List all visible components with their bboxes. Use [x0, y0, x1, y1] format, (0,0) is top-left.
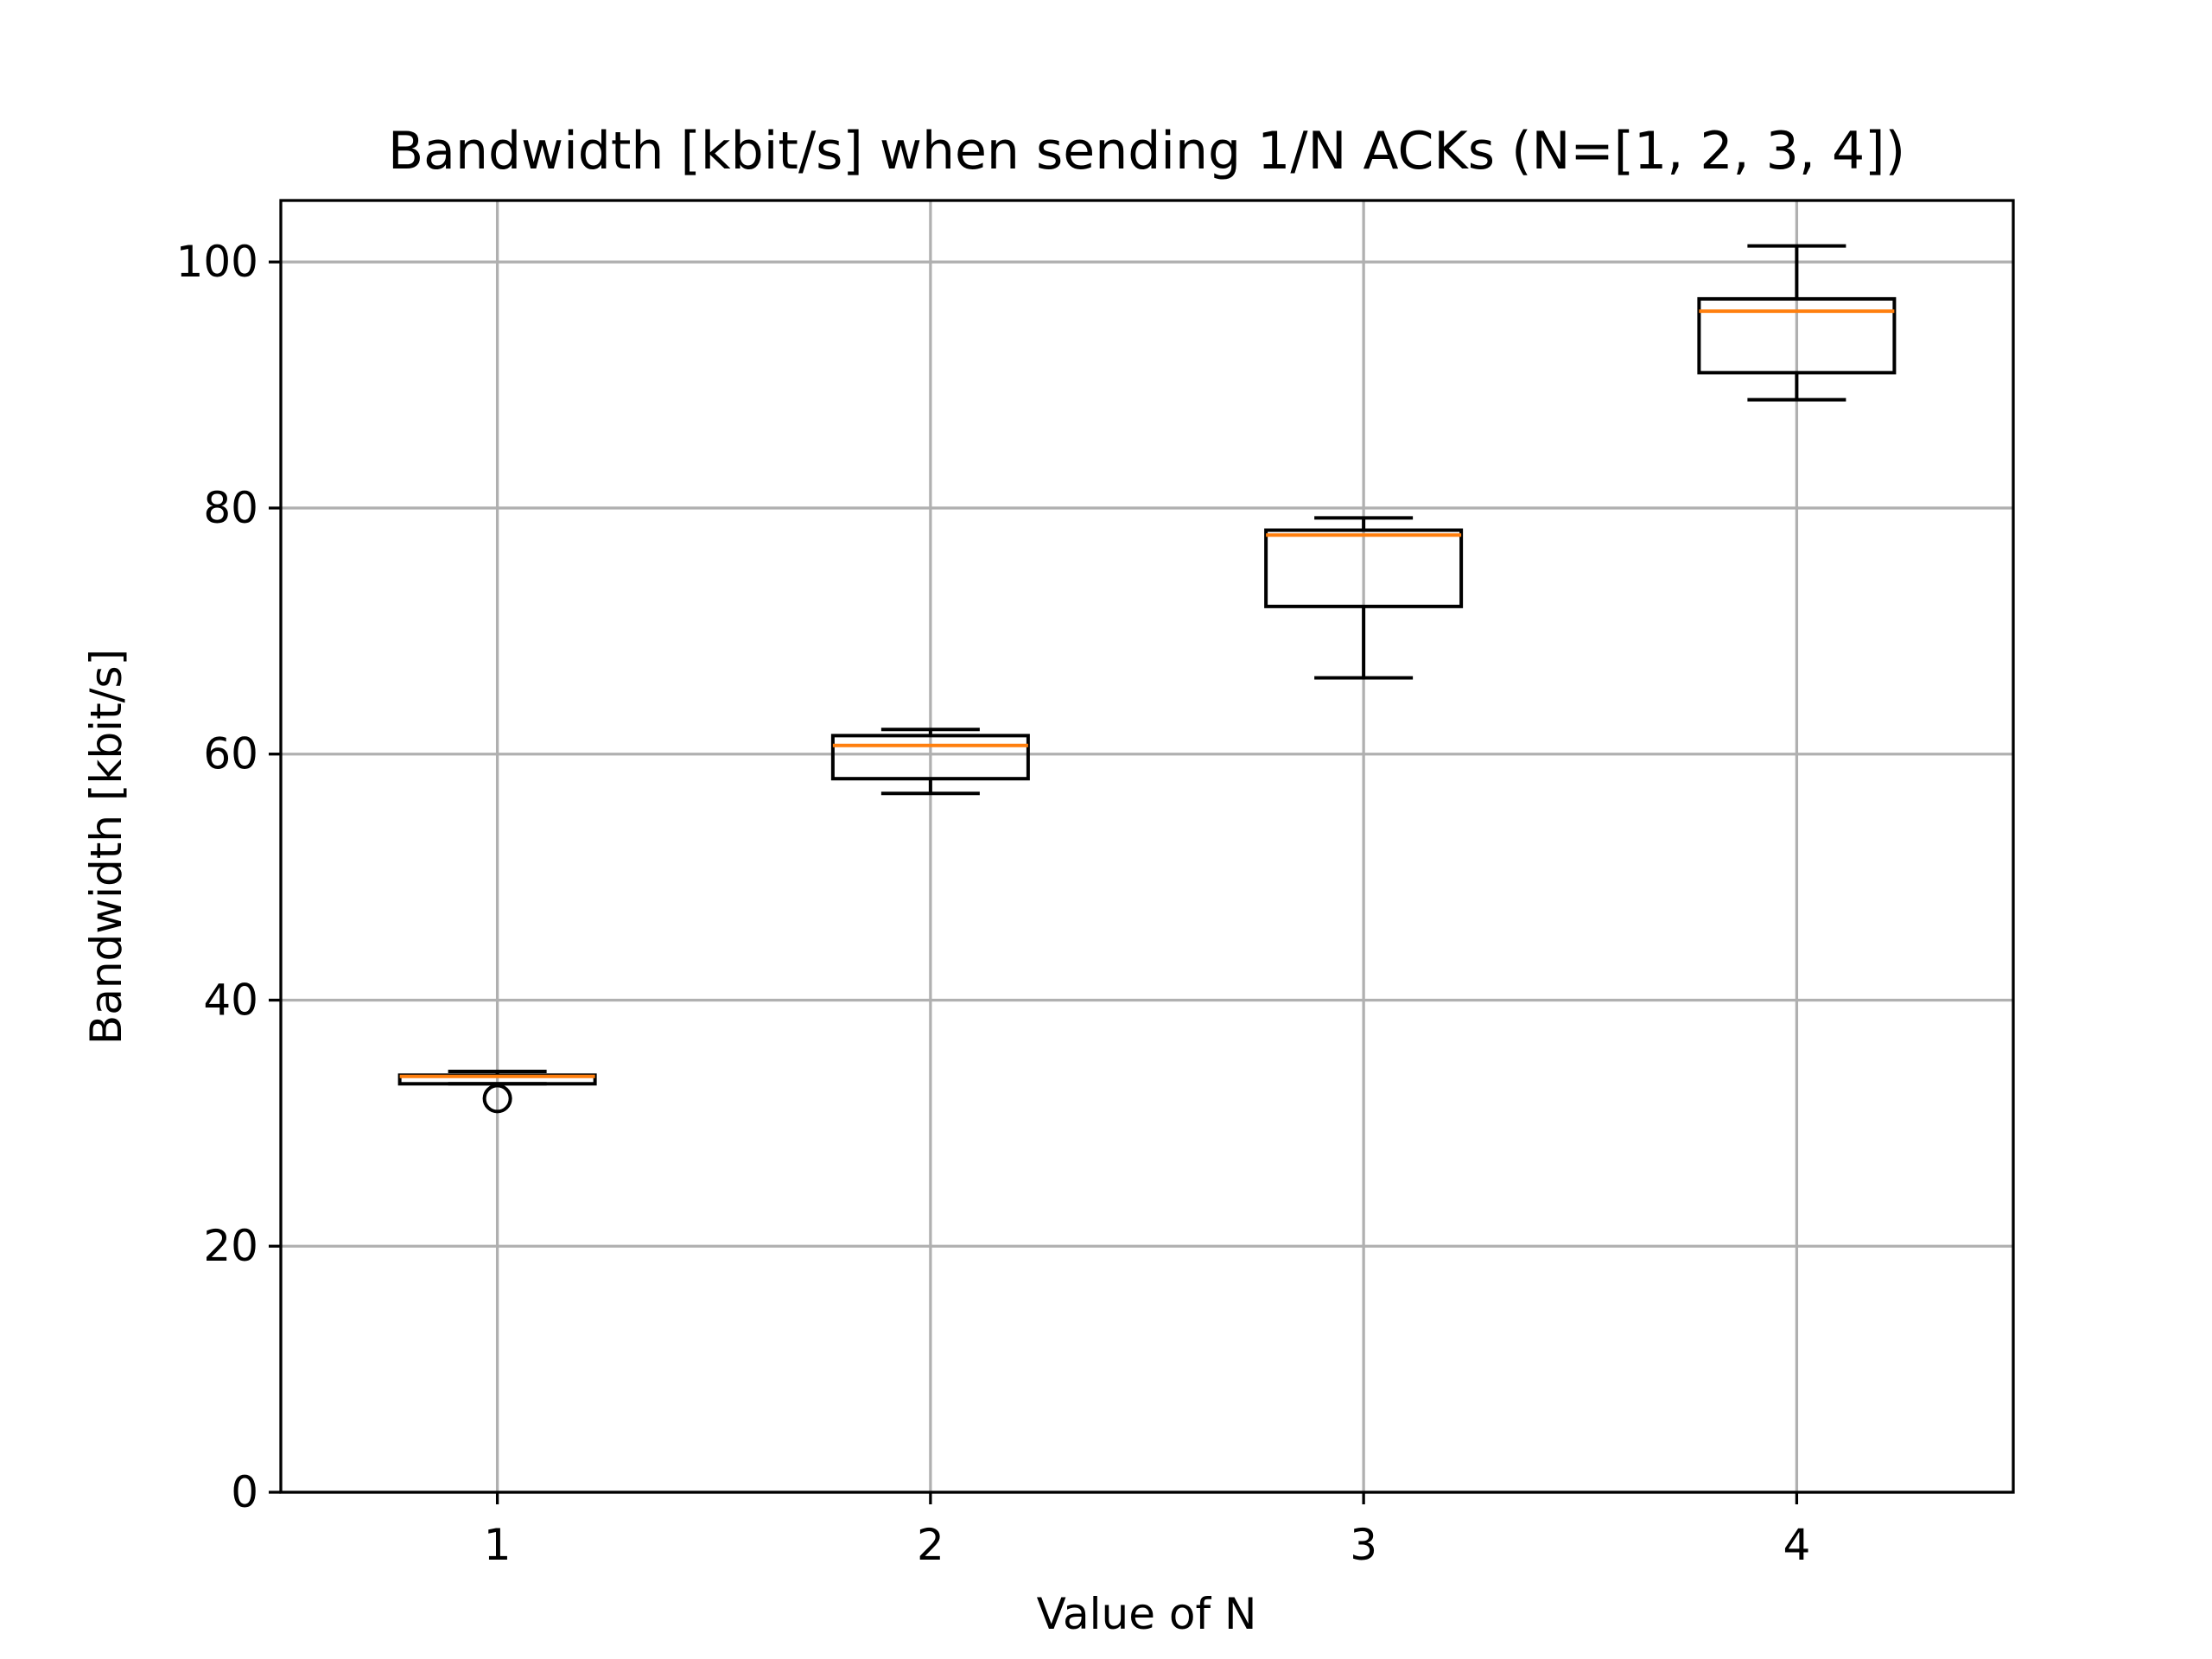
plot-area-frame: [279, 199, 2015, 1494]
y-tick-label: 80: [203, 483, 258, 533]
outlier-point: [482, 1084, 512, 1114]
chart-title: Bandwidth [kbit/s] when sending 1/N ACKs…: [388, 121, 1905, 181]
iqr-box: [830, 734, 1030, 781]
box-series: [397, 244, 1897, 1114]
box-group-n1: [397, 1070, 597, 1114]
y-axis-label: Bandwidth [kbit/s]: [81, 649, 131, 1045]
y-axis: 0 20 40 60 80 100: [176, 237, 281, 1517]
box-group-n2: [830, 728, 1030, 796]
x-tick-label: 2: [917, 1520, 944, 1570]
x-axis-label: Value of N: [1037, 1589, 1257, 1639]
x-axis: 1 2 3 4: [484, 1492, 1810, 1570]
x-tick-label: 4: [1783, 1520, 1810, 1570]
iqr-box: [1264, 528, 1464, 608]
y-tick-label: 40: [203, 975, 258, 1025]
y-tick-label: 20: [203, 1221, 258, 1271]
y-tick-label: 60: [203, 729, 258, 779]
grid: [281, 200, 2013, 1494]
y-tick-label: 0: [231, 1467, 258, 1517]
y-tick-label: 100: [176, 237, 258, 287]
iqr-box: [1697, 296, 1897, 375]
x-tick-label: 3: [1350, 1520, 1377, 1570]
x-tick-label: 1: [484, 1520, 512, 1570]
box-group-n4: [1697, 244, 1897, 402]
box-group-n3: [1264, 516, 1464, 680]
